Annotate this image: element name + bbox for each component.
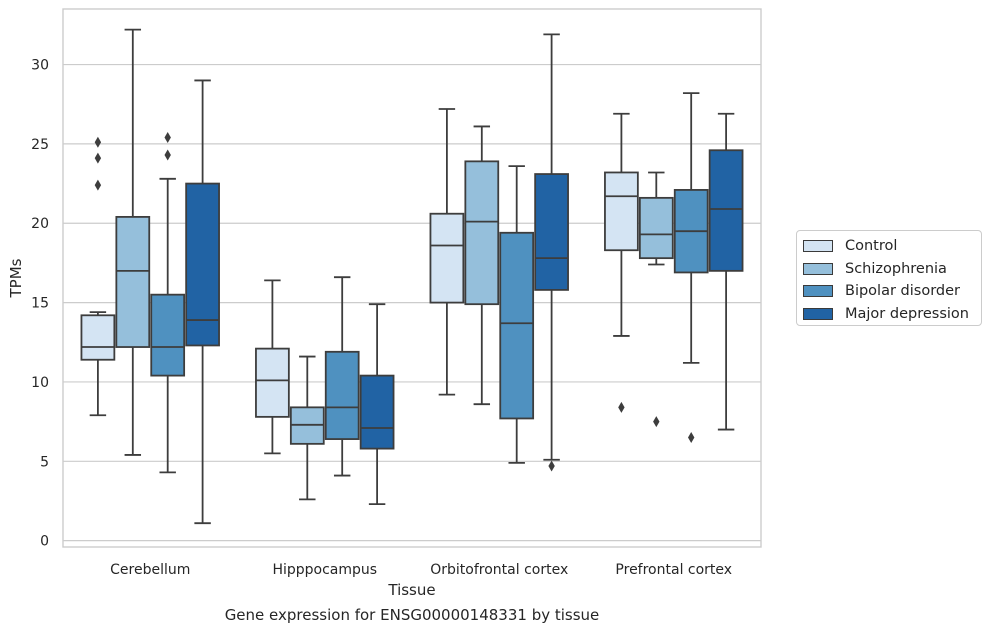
x-axis-label: Tissue <box>387 581 435 599</box>
box-iqr <box>429 212 465 304</box>
legend-label-schizophrenia: Schizophrenia <box>845 260 947 277</box>
outlier-point <box>653 416 660 428</box>
legend-item-major-depression: Major depression <box>803 303 981 326</box>
y-tick-label-10: 10 <box>31 375 49 391</box>
box-bipolar-disorder-prefrontal-cortex <box>673 92 709 443</box>
plot-frame <box>62 8 762 548</box>
box-bipolar-disorder-cerebellum <box>150 132 186 474</box>
legend-label-bipolar-disorder: Bipolar disorder <box>845 283 960 300</box>
box-iqr <box>638 196 674 260</box>
outlier-point <box>164 132 171 144</box>
outlier-point <box>94 179 102 191</box>
x-axis-ticks: Cerebellum Hipppocampus Orbitofrontal cort… <box>110 562 732 578</box>
box-iqr <box>604 171 639 252</box>
box-schizophrenia-orbitofrontal-cortex <box>464 125 500 406</box>
legend-label-major-depression: Major depression <box>845 305 969 322</box>
box-major-depression-cerebellum <box>185 79 220 525</box>
outlier-point <box>94 152 102 164</box>
y-tick-label-5: 5 <box>40 454 49 470</box>
x-tick-label-orbitofrontal-cortex: Orbitofrontal cortex <box>430 562 568 578</box>
y-tick-label-0: 0 <box>40 534 49 550</box>
box-iqr <box>534 173 569 291</box>
y-tick-label-20: 20 <box>31 216 49 232</box>
y-tick-label-25: 25 <box>31 137 49 153</box>
legend: Control Schizophrenia Bipolar disorder M… <box>796 230 982 326</box>
legend-swatch-schizophrenia <box>803 262 833 275</box>
box-iqr <box>150 293 186 377</box>
box-iqr <box>708 149 744 272</box>
legend-label-control: Control <box>845 238 898 255</box>
legend-item-schizophrenia: Schizophrenia <box>803 258 981 281</box>
box-iqr <box>324 350 360 440</box>
legend-item-control: Control <box>803 235 981 258</box>
outlier-point <box>548 460 555 472</box>
legend-swatch-bipolar-disorder <box>803 285 833 298</box>
box-control-cerebellum <box>80 136 116 417</box>
x-tick-label-hipppocampus: Hipppocampus <box>272 562 377 578</box>
box-iqr <box>115 215 151 348</box>
box-iqr <box>464 160 500 306</box>
box-major-depression-hipppocampus <box>359 303 395 506</box>
outlier-point <box>164 149 171 161</box>
y-axis-ticks: 0 5 10 15 20 25 30 <box>31 58 49 550</box>
box-control-hipppocampus <box>255 279 290 455</box>
y-tick-label-15: 15 <box>31 296 49 312</box>
x-tick-label-cerebellum: Cerebellum <box>110 562 190 578</box>
box-iqr <box>359 374 395 450</box>
box-bipolar-disorder-hipppocampus <box>324 276 360 477</box>
box-series <box>80 28 744 525</box>
box-schizophrenia-hipppocampus <box>289 355 325 501</box>
box-iqr <box>80 314 116 361</box>
box-schizophrenia-cerebellum <box>115 28 151 456</box>
x-tick-label-prefrontal-cortex: Prefrontal cortex <box>615 562 732 578</box>
box-iqr <box>185 182 220 347</box>
box-iqr <box>499 231 535 420</box>
box-major-depression-prefrontal-cortex <box>708 112 744 431</box>
outlier-point <box>618 401 625 413</box>
box-control-orbitofrontal-cortex <box>429 108 465 396</box>
box-iqr <box>255 347 290 418</box>
box-bipolar-disorder-orbitofrontal-cortex <box>499 165 535 464</box>
y-tick-label-30: 30 <box>31 58 49 74</box>
legend-item-bipolar-disorder: Bipolar disorder <box>803 280 981 303</box>
box-schizophrenia-prefrontal-cortex <box>638 171 674 428</box>
legend-swatch-major-depression <box>803 307 833 320</box>
y-axis-label: TPMs <box>7 258 25 298</box>
outlier-point <box>94 136 102 148</box>
outlier-point <box>688 431 695 443</box>
box-control-prefrontal-cortex <box>604 112 639 413</box>
figure-caption: Gene expression for ENSG00000148331 by t… <box>224 606 600 624</box>
legend-swatch-control <box>803 240 833 253</box>
box-major-depression-orbitofrontal-cortex <box>534 33 569 472</box>
